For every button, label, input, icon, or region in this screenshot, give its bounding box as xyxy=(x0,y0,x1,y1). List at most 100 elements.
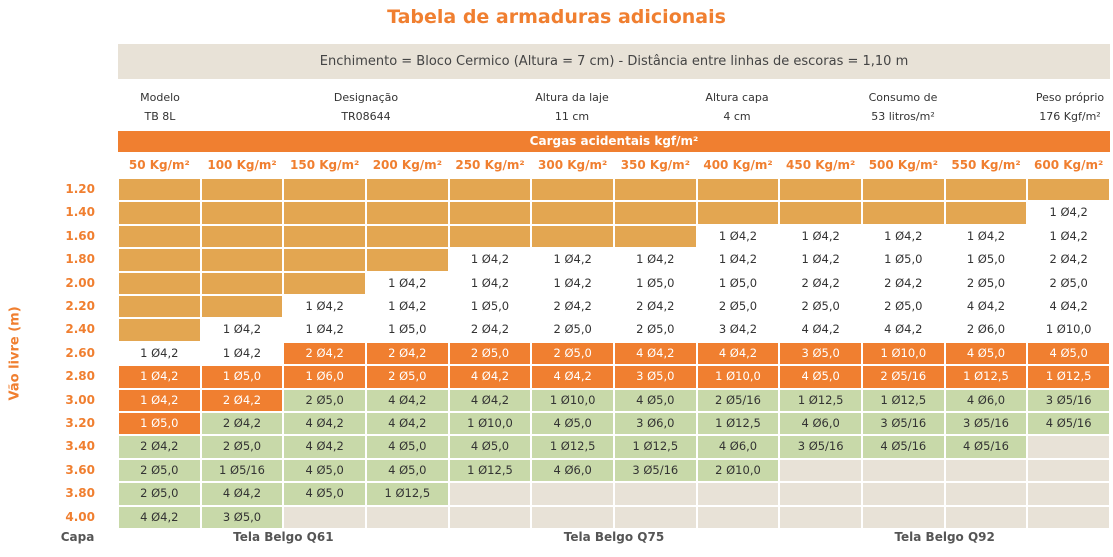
cell xyxy=(532,202,613,224)
cell: 4 Ø4,2 xyxy=(532,366,613,388)
info-value: 4 cm xyxy=(723,110,751,123)
row-label: 3.80 xyxy=(65,486,95,501)
cell xyxy=(945,459,1027,482)
cell xyxy=(532,179,613,201)
cell xyxy=(615,179,696,201)
cell xyxy=(449,506,531,528)
column-header: 300 Kg/m² xyxy=(538,158,608,172)
cell: 3 Ø4,2 xyxy=(697,319,779,341)
cell xyxy=(863,179,944,201)
cell: 1 Ø4,2 xyxy=(863,225,944,248)
cell: 1 Ø4,2 xyxy=(449,272,531,294)
cell: 4 Ø5,0 xyxy=(532,413,613,435)
cell: 2 Ø4,2 xyxy=(780,272,861,294)
cell: 1 Ø5,0 xyxy=(697,272,779,294)
cell: 1 Ø5,0 xyxy=(615,272,696,294)
footer-label: Capa xyxy=(60,530,95,544)
cell: 1 Ø4,2 xyxy=(1028,202,1109,224)
cell: 3 Ø5/16 xyxy=(1028,389,1109,411)
cell: 2 Ø4,2 xyxy=(532,296,613,318)
cell: 1 Ø5,0 xyxy=(201,366,283,388)
cell: 1 Ø4,2 xyxy=(780,249,861,271)
cell xyxy=(119,179,200,201)
cell: 4 Ø4,2 xyxy=(119,506,200,528)
cell: 2 Ø5,0 xyxy=(945,272,1027,294)
cell xyxy=(201,225,283,248)
cell xyxy=(284,506,365,528)
cell: 1 Ø5,0 xyxy=(863,249,944,271)
cell: 1 Ø4,2 xyxy=(532,272,613,294)
cell xyxy=(201,249,283,271)
footer-group: Tela Belgo Q75 xyxy=(563,530,665,544)
cell: 1 Ø5/16 xyxy=(201,459,283,482)
cell: 1 Ø5,0 xyxy=(945,249,1027,271)
cell: 2 Ø5/16 xyxy=(697,389,779,411)
cell xyxy=(780,202,861,224)
cell: 4 Ø6,0 xyxy=(780,413,861,435)
info-label: Modelo xyxy=(140,91,180,104)
cell: 4 Ø4,2 xyxy=(284,436,365,458)
cell xyxy=(367,506,448,528)
cell: 4 Ø4,2 xyxy=(449,366,531,388)
cell: 1 Ø12,5 xyxy=(697,413,779,435)
cell: 4 Ø5,0 xyxy=(945,342,1027,365)
cell: 3 Ø5,0 xyxy=(201,506,283,528)
column-header: 100 Kg/m² xyxy=(207,158,277,172)
cell xyxy=(697,506,779,528)
footer-group: Tela Belgo Q92 xyxy=(894,530,995,544)
cell: 2 Ø5,0 xyxy=(532,319,613,341)
cell xyxy=(201,179,283,201)
cell: 4 Ø5,0 xyxy=(1028,342,1109,365)
cell xyxy=(615,483,696,505)
cell: 3 Ø5,0 xyxy=(780,342,861,365)
info-label: Altura da laje xyxy=(535,91,609,104)
cell xyxy=(367,249,448,271)
cell: 4 Ø4,2 xyxy=(863,319,944,341)
column-header: 350 Kg/m² xyxy=(620,158,690,172)
cell: 2 Ø5,0 xyxy=(119,459,200,482)
cell xyxy=(367,202,448,224)
row-label: 3.40 xyxy=(65,439,95,454)
cell xyxy=(119,296,200,318)
info-label: Consumo de xyxy=(868,91,938,104)
cell: 1 Ø4,2 xyxy=(1028,225,1109,248)
cell: 4 Ø5/16 xyxy=(863,436,944,458)
row-label: 2.00 xyxy=(65,275,95,290)
cell: 1 Ø4,2 xyxy=(945,225,1027,248)
row-label: 2.80 xyxy=(65,369,95,384)
cell: 4 Ø4,2 xyxy=(945,296,1027,318)
cell xyxy=(697,179,779,201)
cell xyxy=(863,459,944,482)
cell xyxy=(863,506,944,528)
cell: 1 Ø4,2 xyxy=(367,272,448,294)
cell xyxy=(945,202,1027,224)
group-header: Cargas acidentais kgf/m² xyxy=(118,131,1110,152)
cell: 2 Ø5,0 xyxy=(284,389,365,411)
cell: 1 Ø4,2 xyxy=(119,342,200,365)
cell xyxy=(367,179,448,201)
cell xyxy=(532,483,613,505)
cell: 2 Ø4,2 xyxy=(201,413,283,435)
cell xyxy=(284,225,365,248)
cell: 3 Ø5/16 xyxy=(945,413,1027,435)
cell: 4 Ø6,0 xyxy=(532,459,613,482)
info-label: Peso próprio xyxy=(1035,91,1105,104)
cell: 4 Ø4,2 xyxy=(615,342,696,365)
cell: 1 Ø4,2 xyxy=(449,249,531,271)
cell: 2 Ø6,0 xyxy=(945,319,1027,341)
cell: 1 Ø4,2 xyxy=(284,319,365,341)
column-header: 150 Kg/m² xyxy=(290,158,360,172)
footer-group: Tela Belgo Q61 xyxy=(233,530,334,544)
cell xyxy=(863,202,944,224)
cell xyxy=(1028,483,1109,505)
row-label: 2.20 xyxy=(65,299,95,313)
column-header: 550 Kg/m² xyxy=(951,158,1021,172)
cell: 3 Ø5/16 xyxy=(863,413,944,435)
cell: 3 Ø5/16 xyxy=(615,459,696,482)
title: Tabela de armaduras adicionais xyxy=(387,6,726,28)
cell xyxy=(615,202,696,224)
row-axis-label: Vão livre (m) xyxy=(7,306,23,401)
cell: 1 Ø4,2 xyxy=(201,319,283,341)
cell: 2 Ø5,0 xyxy=(697,296,779,318)
cell: 1 Ø4,2 xyxy=(284,296,365,318)
